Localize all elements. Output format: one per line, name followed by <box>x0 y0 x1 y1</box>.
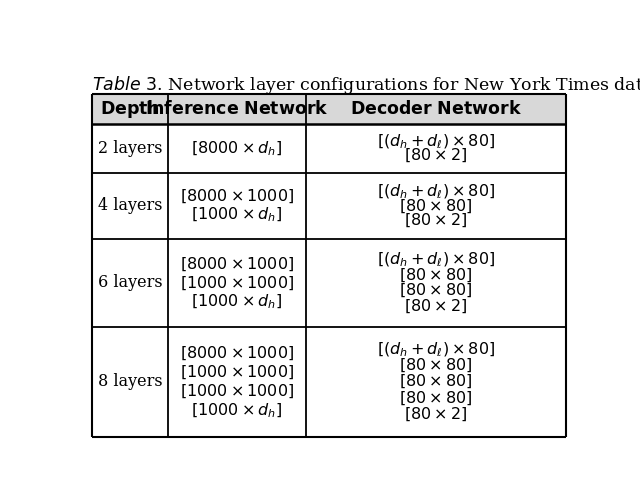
Text: $\mathbf{Decoder\ Network}$: $\mathbf{Decoder\ Network}$ <box>350 100 522 118</box>
Text: 2 layers: 2 layers <box>98 140 163 157</box>
Bar <box>92 94 566 124</box>
Text: $[(d_h + d_\ell) \times 80]$: $[(d_h + d_\ell) \times 80]$ <box>377 341 495 359</box>
Text: $[80 \times 2]$: $[80 \times 2]$ <box>404 147 467 164</box>
Text: $[80 \times 2]$: $[80 \times 2]$ <box>404 212 467 229</box>
Text: $[80 \times 80]$: $[80 \times 80]$ <box>399 389 472 406</box>
Text: $[80 \times 80]$: $[80 \times 80]$ <box>399 357 472 374</box>
Text: $[8000 \times d_h]$: $[8000 \times d_h]$ <box>191 140 282 158</box>
Text: 8 layers: 8 layers <box>98 373 163 390</box>
Text: $[80 \times 2]$: $[80 \times 2]$ <box>404 297 467 315</box>
Text: $[1000 \times d_h]$: $[1000 \times d_h]$ <box>191 206 282 224</box>
Text: $\mathbf{Inference\ Network}$: $\mathbf{Inference\ Network}$ <box>145 100 329 118</box>
Text: $[80 \times 80]$: $[80 \times 80]$ <box>399 197 472 214</box>
Text: $\it{Table\ 3}$. Network layer configurations for New York Times dataset.: $\it{Table\ 3}$. Network layer configura… <box>92 74 640 96</box>
Text: $[80 \times 80]$: $[80 \times 80]$ <box>399 266 472 284</box>
Text: $[(d_h + d_\ell) \times 80]$: $[(d_h + d_\ell) \times 80]$ <box>377 250 495 269</box>
Text: $[1000 \times 1000]$: $[1000 \times 1000]$ <box>180 274 294 292</box>
Text: $[8000 \times 1000]$: $[8000 \times 1000]$ <box>180 188 294 205</box>
Text: $[80 \times 80]$: $[80 \times 80]$ <box>399 282 472 299</box>
Text: $[8000 \times 1000]$: $[8000 \times 1000]$ <box>180 255 294 273</box>
Text: $[8000 \times 1000]$: $[8000 \times 1000]$ <box>180 345 294 362</box>
Text: $[80 \times 2]$: $[80 \times 2]$ <box>404 405 467 423</box>
Text: $[1000 \times 1000]$: $[1000 \times 1000]$ <box>180 363 294 381</box>
Text: 6 layers: 6 layers <box>98 274 163 292</box>
Text: $[(d_h + d_\ell) \times 80]$: $[(d_h + d_\ell) \times 80]$ <box>377 132 495 151</box>
Text: 4 layers: 4 layers <box>98 198 163 214</box>
Text: $[80 \times 80]$: $[80 \times 80]$ <box>399 373 472 391</box>
Text: $[1000 \times 1000]$: $[1000 \times 1000]$ <box>180 383 294 400</box>
Text: $[(d_h + d_\ell) \times 80]$: $[(d_h + d_\ell) \times 80]$ <box>377 182 495 200</box>
Text: $\mathbf{Depth}$: $\mathbf{Depth}$ <box>100 98 160 120</box>
Text: $[1000 \times d_h]$: $[1000 \times d_h]$ <box>191 293 282 311</box>
Text: $[1000 \times d_h]$: $[1000 \times d_h]$ <box>191 401 282 419</box>
